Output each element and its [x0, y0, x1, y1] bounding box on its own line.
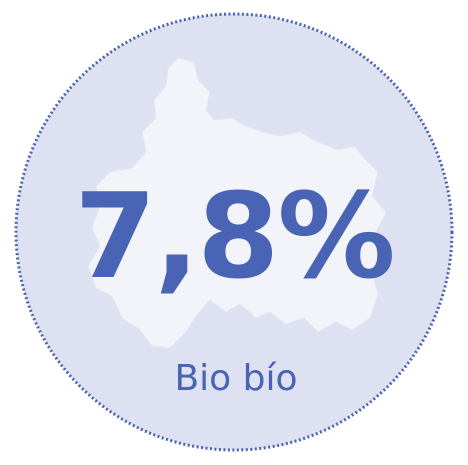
- percentage-value: 7,8%: [74, 167, 393, 305]
- region-name: Bio bío: [174, 358, 297, 399]
- region-map: [87, 57, 387, 349]
